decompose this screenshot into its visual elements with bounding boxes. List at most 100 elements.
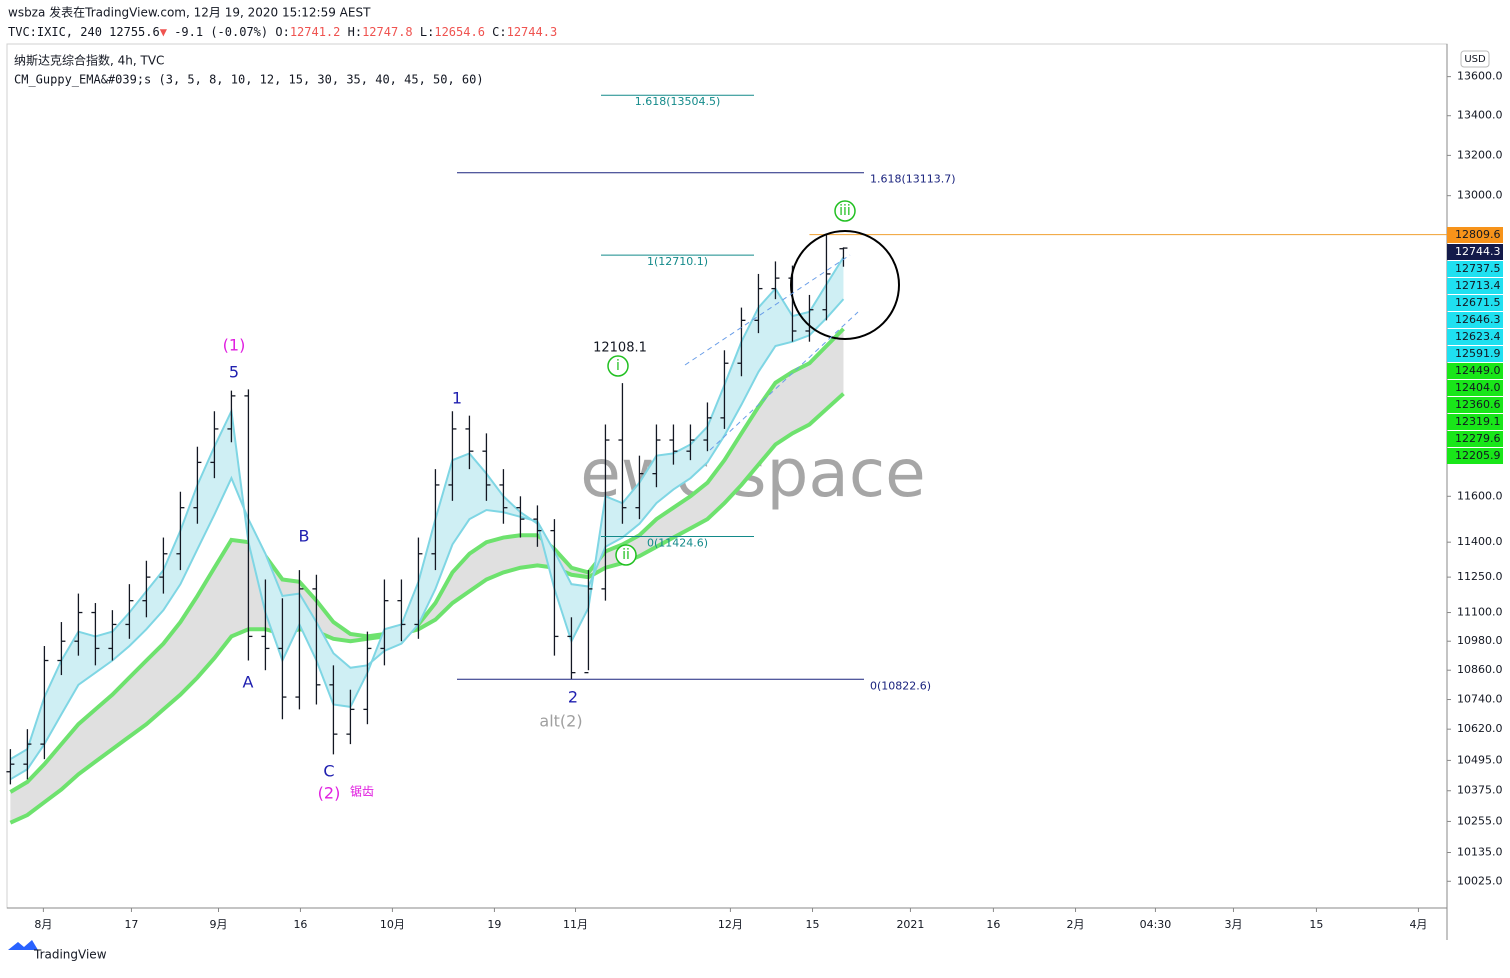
price-label: 12623.4	[1455, 330, 1501, 343]
price-label: 12360.6	[1455, 398, 1501, 411]
x-tick-label: 9月	[209, 918, 227, 931]
y-tick-label: 13200.0	[1457, 148, 1503, 161]
highlight-circle	[790, 230, 900, 340]
fib-label: 1.618(13504.5)	[635, 95, 721, 108]
currency-box	[1460, 50, 1490, 68]
price-label: 12671.5	[1455, 296, 1501, 309]
wave-label: B	[299, 527, 310, 546]
x-tick-label: 15	[806, 918, 820, 931]
price-label-box	[1447, 227, 1503, 243]
fib-label: 0(10822.6)	[870, 679, 931, 692]
price-label: 12591.9	[1455, 347, 1501, 360]
price-label-box	[1447, 397, 1503, 413]
price-label-box	[1447, 414, 1503, 430]
wave-label: 12108.1	[593, 341, 647, 356]
currency: USD	[1464, 54, 1486, 65]
logo-icon	[8, 940, 38, 950]
y-tick-label: 11400.0	[1457, 535, 1503, 548]
fib-label: 1.618(13113.7)	[870, 173, 956, 186]
y-tick-label: 11100.0	[1457, 606, 1503, 619]
price-label: 12737.5	[1455, 262, 1501, 275]
open-value: 12741.2	[290, 25, 341, 39]
y-tick-label: 10740.0	[1457, 693, 1503, 706]
price-label-box	[1447, 244, 1503, 260]
price-label-box	[1447, 448, 1503, 464]
l-prefix: L:	[420, 25, 434, 39]
y-tick-label: 10980.0	[1457, 634, 1503, 647]
ema-line	[9, 256, 845, 761]
y-tick-label: 10620.0	[1457, 722, 1503, 735]
wave-label: 5	[229, 363, 239, 382]
ema-band	[10, 257, 844, 780]
x-tick-label: 12月	[718, 918, 743, 931]
y-tick-label: 13600.0	[1457, 70, 1503, 83]
wave-circle	[607, 355, 629, 377]
close-value: 12744.3	[507, 25, 558, 39]
author-line: wsbza 发表在TradingView.com, 12月 19, 2020 1…	[8, 5, 371, 20]
y-tick-label: 10375.0	[1457, 784, 1503, 797]
price-label: 12744.3	[1455, 245, 1501, 258]
symbol: TVC:IXIC, 240	[8, 25, 102, 39]
x-tick-label: 11月	[563, 918, 588, 931]
x-tick-label: 16	[293, 918, 307, 931]
c-prefix: C:	[492, 25, 506, 39]
price-label: 12279.6	[1455, 432, 1501, 445]
h-prefix: H:	[348, 25, 362, 39]
wave-circle	[834, 200, 856, 222]
price-label-box	[1447, 312, 1503, 328]
x-tick-label: 19	[487, 918, 501, 931]
y-tick-label: 10025.0	[1457, 874, 1503, 887]
wave-label: 1	[452, 389, 462, 408]
y-tick-label: 13400.0	[1457, 109, 1503, 122]
price-label-box	[1447, 380, 1503, 396]
price-label-box	[1447, 261, 1503, 277]
price-label: 12449.0	[1455, 364, 1501, 377]
channel-line	[709, 311, 859, 451]
y-tick-label: 13000.0	[1457, 189, 1503, 202]
wave-label: (2)	[318, 784, 341, 803]
y-tick-label: 11250.0	[1457, 570, 1503, 583]
ema-line	[9, 298, 845, 781]
wave-label: (1)	[223, 336, 246, 355]
x-tick-label: 2021	[896, 918, 924, 931]
price-label-box	[1447, 295, 1503, 311]
price-label-box	[1447, 363, 1503, 379]
fib-label: 0(11424.6)	[647, 536, 708, 549]
wave-label: A	[243, 673, 254, 692]
ema-line	[9, 327, 845, 794]
logo-text: TradingView	[33, 948, 107, 962]
x-tick-label: 04:30	[1140, 918, 1172, 931]
x-tick-label: 2月	[1067, 918, 1085, 931]
price-label-box	[1447, 346, 1503, 362]
wave-label: C	[323, 762, 334, 781]
change: -9.1 (-0.07%)	[174, 25, 268, 39]
plot-layer: 1.618(13504.5) 1.618(13113.7) 1(12710.1) 0(…	[6, 94, 1447, 825]
ema-line	[9, 392, 845, 825]
price-label: 12319.1	[1455, 415, 1501, 428]
wave-label: iii	[839, 203, 851, 219]
down-arrow: ▼	[160, 25, 168, 39]
y-tick-label: 10860.0	[1457, 663, 1503, 676]
fib-label: 1(12710.1)	[647, 255, 708, 268]
price-label: 12809.6	[1455, 228, 1501, 241]
x-tick-label: 17	[124, 918, 138, 931]
y-tick-label: 10255.0	[1457, 814, 1503, 827]
x-tick-label: 3月	[1224, 918, 1242, 931]
x-tick-label: 4月	[1409, 918, 1427, 931]
x-tick-label: 16	[986, 918, 1000, 931]
price-label-box	[1447, 431, 1503, 447]
indicator-name: CM_Guppy_EMA&#039;s (3, 5, 8, 10, 12, 15…	[14, 73, 484, 87]
price-label: 12205.9	[1455, 449, 1501, 462]
last-price: 12755.6	[109, 25, 160, 39]
price-label-box	[1447, 329, 1503, 345]
wave-label: alt(2)	[539, 712, 582, 731]
o-prefix: O:	[275, 25, 289, 39]
wave-label: ii	[622, 547, 630, 563]
price-label: 12646.3	[1455, 313, 1501, 326]
price-label: 12713.4	[1455, 279, 1501, 292]
x-tick-label: 15	[1309, 918, 1323, 931]
x-tick-label: 10月	[380, 918, 405, 931]
wave-label: 2	[568, 688, 578, 707]
